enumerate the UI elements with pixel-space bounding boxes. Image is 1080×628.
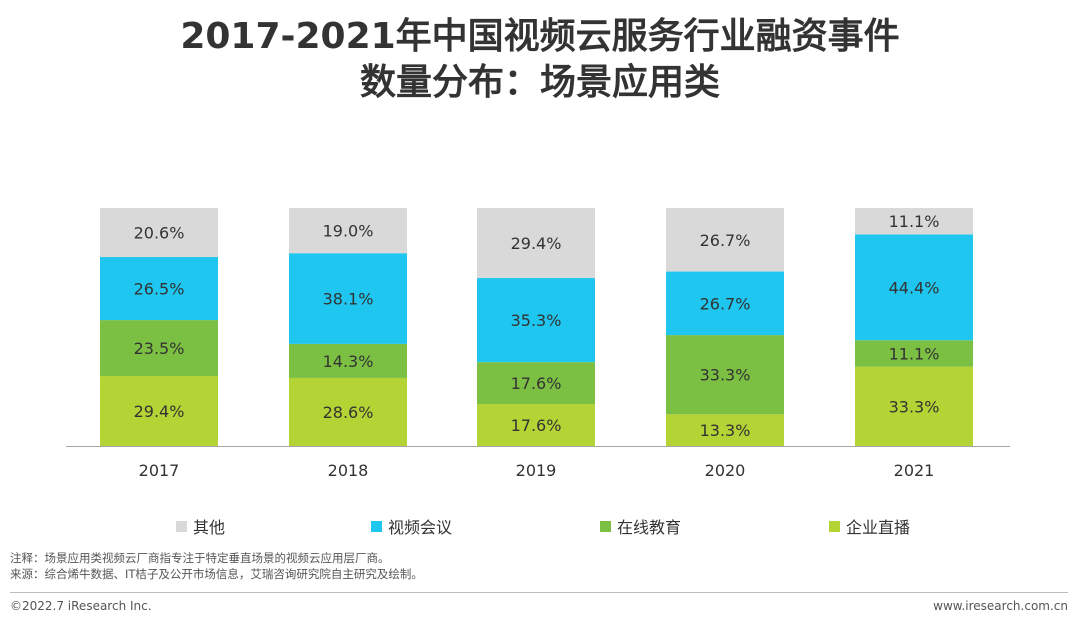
data-label-2021-s3: 11.1% [889,212,940,231]
data-label-2021-s0: 33.3% [889,397,940,416]
data-label-2018-s1: 14.3% [323,352,374,371]
footer-copyright: ©2022.7 iResearch Inc. [10,599,152,613]
data-label-2019-s0: 17.6% [511,416,562,435]
legend-swatch-1 [371,520,382,532]
x-tick-2017: 2017 [139,461,180,480]
legend-item-1: 视频会议 [371,514,452,538]
bar-2021-s3 [855,208,973,235]
bar-2019-s2 [477,278,595,363]
bar-2021-s1 [855,340,973,367]
bar-2019-s1 [477,362,595,405]
bar-2018-s1 [289,343,407,378]
data-label-2017-s2: 26.5% [134,280,185,299]
bar-2019-s0 [477,404,595,446]
data-label-2021-s2: 44.4% [889,278,940,297]
data-label-2019-s1: 17.6% [511,374,562,393]
data-label-2018-s0: 28.6% [323,403,374,422]
x-tick-2020: 2020 [705,461,746,480]
data-label-2021-s1: 11.1% [889,344,940,363]
bar-2018-s0 [289,377,407,446]
bar-2020-s1 [666,335,784,415]
bar-2017-s0 [100,376,218,446]
data-label-2019-s2: 35.3% [511,311,562,330]
bar-2021-s0 [855,366,973,446]
chart-note: 注释：场景应用类视频云厂商指专注于特定垂直场景的视频云应用层厂商。 [10,551,390,565]
data-label-2017-s1: 23.5% [134,339,185,358]
bar-2018-s3 [289,208,407,254]
bar-2020-s2 [666,271,784,336]
legend-label-3: 企业直播 [846,518,911,537]
bar-2020-s3 [666,208,784,272]
legend-swatch-0 [176,520,187,532]
data-label-2020-s3: 26.7% [700,231,751,250]
data-label-2019-s3: 29.4% [511,234,562,253]
chart-source: 来源：综合烯牛数据、IT桔子及公开市场信息，艾瑞咨询研究院自主研究及绘制。 [10,567,423,581]
data-label-2020-s1: 33.3% [700,366,751,385]
legend-item-2: 在线教育 [600,514,681,538]
stacked-bar-chart: 29.4% 23.5% 26.5% 20.6% 2017 28.6% 14.3% 38.1% 1… [66,208,1010,480]
data-label-2020-s0: 13.3% [700,421,751,440]
bar-2018-s2 [289,253,407,344]
footer-divider [10,592,1068,593]
chart-title: 2017-2021年中国视频云服务行业融资事件 数量分布：场景应用类 [0,14,1080,106]
bar-2017-s1 [100,320,218,377]
legend-label-2: 在线教育 [617,518,682,537]
legend-swatch-3 [829,520,840,532]
legend-swatch-2 [600,520,611,532]
x-tick-2018: 2018 [328,461,369,480]
data-label-2018-s3: 19.0% [323,222,374,241]
bar-2019-s3 [477,208,595,279]
x-tick-2019: 2019 [516,461,557,480]
data-label-2017-s0: 29.4% [134,402,185,421]
legend-label-0: 其他 [193,518,226,537]
legend-item-3: 企业直播 [829,514,910,538]
bar-2020-s0 [666,414,784,446]
data-label-2017-s3: 20.6% [134,224,185,243]
x-tick-2021: 2021 [894,461,935,480]
footer-website: www.iresearch.com.cn [933,599,1068,613]
bar-2021-s2 [855,234,973,341]
data-label-2020-s2: 26.7% [700,294,751,313]
bar-2017-s2 [100,257,218,321]
chart-title-line1: 2017-2021年中国视频云服务行业融资事件 [180,16,900,57]
chart-title-line2: 数量分布：场景应用类 [359,62,720,103]
legend-item-0: 其他 [176,514,225,538]
data-label-2018-s2: 38.1% [323,290,374,309]
legend-label-1: 视频会议 [388,518,453,537]
bar-2017-s3 [100,208,218,258]
